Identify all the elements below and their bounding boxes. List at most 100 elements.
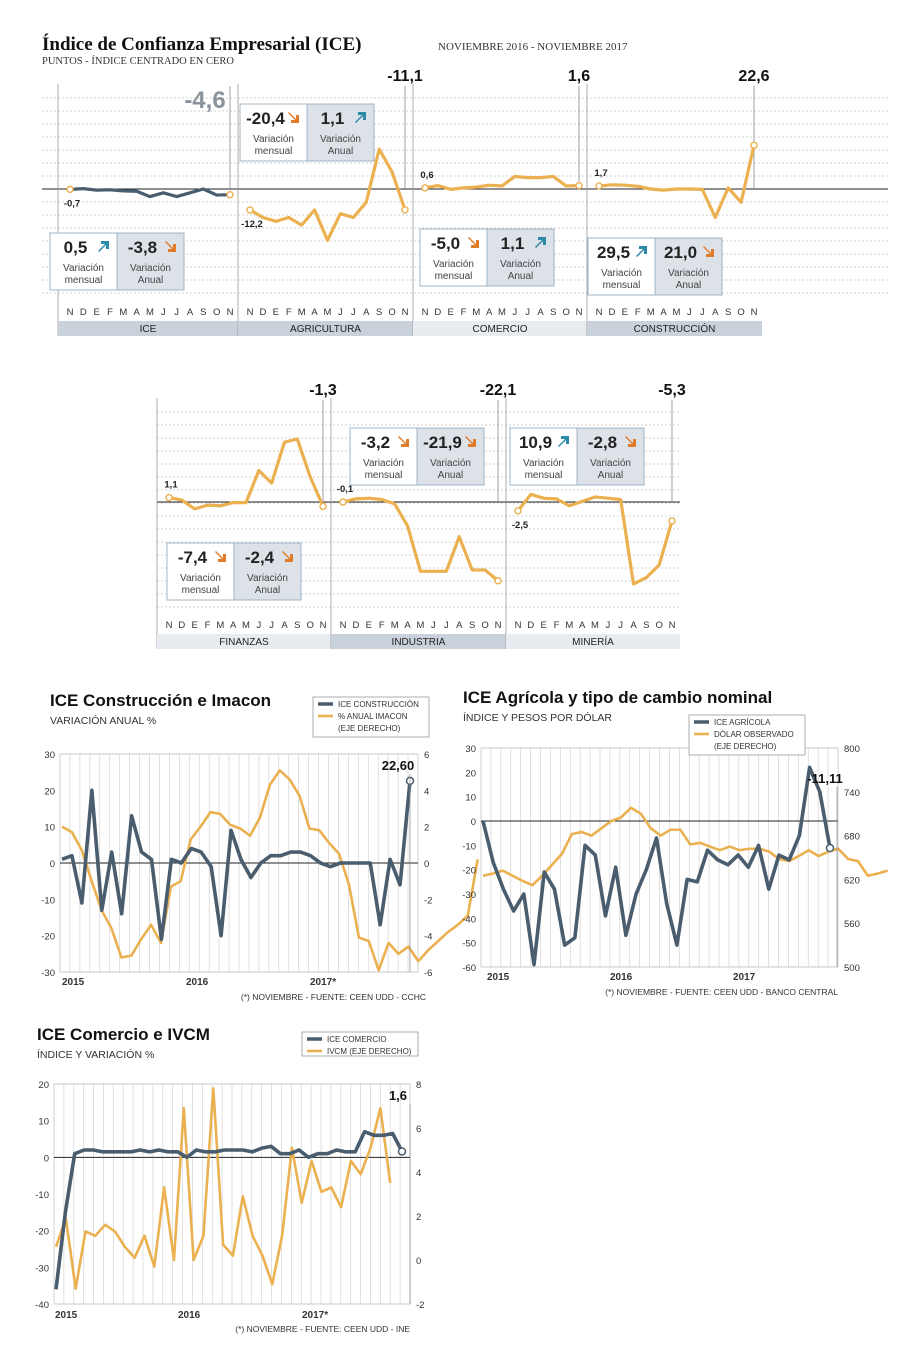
month-tick-label: O — [388, 307, 395, 318]
month-tick-label: A — [630, 620, 637, 631]
arrow-down-icon — [398, 436, 409, 447]
arrow-up-icon — [535, 237, 546, 248]
month-tick-label: M — [324, 307, 332, 318]
variation-box — [349, 427, 418, 486]
month-tick-label: M — [391, 620, 399, 631]
legend-label: (EJE DERECHO) — [714, 742, 777, 751]
series-line — [69, 187, 231, 199]
chart-title: ICE Construcción e Imacon — [50, 691, 271, 710]
variation-caption: Variación — [63, 263, 104, 274]
left-axis-tick: -20 — [41, 932, 55, 943]
sector-label: COMERCIO — [473, 324, 528, 335]
legend-label: DÓLAR OBSERVADO — [714, 730, 794, 739]
sector-label-bar — [157, 634, 331, 649]
series-line — [61, 769, 479, 972]
sector-label-bar — [238, 321, 413, 336]
legend-label: ICE AGRÍCOLA — [714, 718, 771, 727]
series-line — [61, 780, 412, 942]
arrow-down-icon — [625, 436, 636, 447]
variation-box — [576, 427, 645, 486]
month-tick-label: S — [725, 307, 731, 318]
month-tick-label: N — [227, 307, 234, 318]
month-tick-label: E — [273, 307, 279, 318]
month-tick-label: F — [554, 620, 560, 631]
endpoint-marker — [319, 502, 327, 511]
variation-caption: Anual — [676, 280, 702, 291]
left-axis-tick: 30 — [465, 744, 476, 755]
sector-label: MINERÍA — [572, 635, 614, 648]
month-tick-label: E — [93, 307, 99, 318]
series-line — [54, 1129, 404, 1290]
last-value-label: 22,6 — [738, 68, 769, 85]
arrow-down-icon — [703, 246, 714, 257]
variation-value: -3,2 — [361, 433, 390, 452]
right-axis-tick: 6 — [424, 750, 429, 761]
variation-value: -5,0 — [431, 234, 460, 253]
year-tick-label: 2016 — [610, 972, 633, 983]
month-tick-label: M — [146, 307, 154, 318]
month-tick-label: F — [205, 620, 211, 631]
sector-label-bar — [58, 321, 238, 336]
arrow-down-icon — [165, 241, 176, 252]
month-tick-label: M — [673, 307, 681, 318]
month-tick-label: M — [216, 620, 224, 631]
variation-box — [116, 232, 185, 291]
month-tick-label: E — [540, 620, 546, 631]
right-axis-tick: 500 — [844, 963, 860, 974]
month-tick-label: J — [512, 307, 517, 318]
month-tick-label: M — [498, 307, 506, 318]
year-tick-label: 2017* — [310, 977, 336, 988]
month-tick-label: F — [107, 307, 113, 318]
page-title: Índice de Confianza Empresarial (ICE) — [42, 34, 362, 55]
footnote: (*) NOVIEMBRE - FUENTE: CEEN UDD - INE — [235, 1324, 410, 1334]
variation-caption: mensual — [365, 470, 403, 481]
left-axis-tick: 20 — [44, 786, 55, 797]
chart-title: ICE Comercio e IVCM — [37, 1025, 210, 1044]
variation-value: 0,5 — [64, 238, 88, 257]
month-tick-label: N — [340, 620, 347, 631]
left-axis-tick: 0 — [50, 859, 55, 870]
legend-label: % ANUAL IMACON — [338, 712, 408, 721]
month-tick-label: F — [635, 307, 641, 318]
sector-label: AGRICULTURA — [290, 324, 361, 335]
month-tick-label: O — [213, 307, 220, 318]
month-tick-label: J — [525, 307, 530, 318]
month-tick-label: A — [486, 307, 493, 318]
left-axis-tick: -40 — [35, 1300, 49, 1311]
year-tick-label: 2017* — [302, 1310, 328, 1321]
endpoint-marker — [339, 498, 347, 506]
month-tick-label: S — [469, 620, 475, 631]
endpoint-marker — [668, 517, 676, 525]
left-axis-tick: -10 — [35, 1190, 49, 1201]
month-tick-label: A — [311, 307, 318, 318]
month-tick-label: O — [306, 620, 313, 631]
legend-label: (EJE DERECHO) — [338, 724, 401, 733]
left-axis-tick: -10 — [462, 841, 476, 852]
endpoint-marker — [750, 141, 758, 150]
month-tick-label: A — [363, 307, 370, 318]
footnote: (*) NOVIEMBRE - FUENTE: CEEN UDD - BANCO… — [605, 987, 838, 997]
variation-caption: Anual — [328, 146, 354, 157]
variation-caption: Anual — [598, 470, 624, 481]
month-tick-label: M — [565, 620, 573, 631]
variation-caption: Variación — [590, 458, 631, 469]
variation-caption: Variación — [180, 573, 221, 584]
month-tick-label: A — [187, 307, 194, 318]
left-axis-tick: -50 — [462, 939, 476, 950]
month-tick-label: M — [298, 307, 306, 318]
sector-label: INDUSTRIA — [392, 637, 446, 648]
month-tick-label: M — [417, 620, 425, 631]
first-value-label: 0,6 — [420, 170, 433, 181]
month-tick-label: S — [376, 307, 382, 318]
variation-box — [166, 542, 235, 601]
end-value-label: 1,6 — [389, 1088, 407, 1103]
variation-value: 29,5 — [597, 243, 630, 262]
chart-subtitle: ÍNDICE Y VARIACIÓN % — [37, 1048, 154, 1061]
month-tick-label: N — [751, 307, 758, 318]
endpoint-marker — [494, 577, 502, 585]
month-tick-label: S — [200, 307, 206, 318]
page-subtitle: PUNTOS - ÍNDICE CENTRADO EN CERO — [42, 56, 235, 67]
month-tick-label: S — [294, 620, 300, 631]
variation-caption: Variación — [363, 458, 404, 469]
variation-caption: Variación — [130, 263, 171, 274]
